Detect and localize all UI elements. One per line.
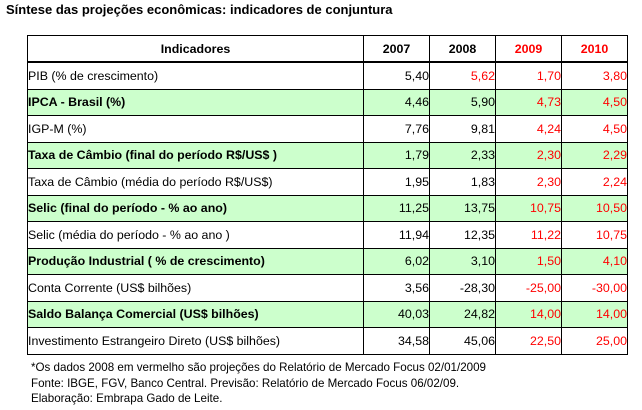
value-2007: 7,76 — [363, 115, 430, 143]
indicator-label: Selic (média do período - % ao ano ) — [27, 221, 364, 249]
note-source: Fonte: IBGE, FGV, Banco Central. Previsã… — [31, 376, 460, 390]
value-2010: 14,00 — [561, 300, 628, 328]
indicator-label: PIB (% de crescimento) — [27, 61, 364, 90]
value-2009: 2,30 — [495, 168, 562, 196]
indicator-label: IPCA - Brasil (%) — [27, 88, 364, 116]
value-2008: 5,90 — [429, 88, 496, 116]
value-2008: 13,75 — [429, 194, 496, 222]
indicator-label: Produção Industrial ( % de crescimento) — [27, 247, 364, 275]
value-2009: 4,73 — [495, 88, 562, 116]
table-row: Taxa de Câmbio (média do período R$/US$)… — [27, 168, 628, 196]
table-row: Produção Industrial ( % de crescimento) 6… — [27, 247, 628, 275]
value-2009: 11,22 — [495, 221, 562, 249]
value-2010: 10,75 — [561, 221, 628, 249]
value-2008: 2,33 — [429, 141, 496, 169]
table-row: Investimento Estrangeiro Direto (US$ bil… — [27, 327, 628, 355]
table-row: Selic (final do período - % ao ano) 11,25… — [27, 194, 628, 222]
value-2008: 9,81 — [429, 115, 496, 143]
header-2007: 2007 — [363, 35, 430, 63]
value-2007: 11,94 — [363, 221, 430, 249]
value-2009: 4,24 — [495, 115, 562, 143]
table-row: PIB (% de crescimento) 5,40 5,62 1,70 3,80 — [27, 61, 628, 90]
header-2010: 2010 — [561, 35, 628, 63]
indicator-label: Saldo Balança Comercial (US$ bilhões) — [27, 300, 364, 328]
value-2009: 2,30 — [495, 141, 562, 169]
indicators-table: Indicadores 2007 2008 2009 2010 PIB (% d… — [27, 35, 628, 355]
note-projection: *Os dados 2008 em vermelho são projeções… — [31, 361, 487, 374]
indicator-label: Investimento Estrangeiro Direto (US$ bil… — [27, 327, 364, 355]
value-2009: 1,70 — [495, 61, 562, 90]
table-row: Selic (média do período - % ao ano ) 11,9… — [27, 221, 628, 249]
value-2007: 1,95 — [363, 168, 430, 196]
value-2007: 5,40 — [363, 61, 430, 90]
value-2007: 6,02 — [363, 247, 430, 275]
value-2009: -25,00 — [495, 274, 562, 302]
table-row: Conta Corrente (US$ bilhões) 3,56 -28,30 -2… — [27, 274, 628, 302]
value-2008: 3,10 — [429, 247, 496, 275]
value-2010: 25,00 — [561, 327, 628, 355]
indicator-label: Taxa de Câmbio (final do período R$/US$ … — [27, 141, 364, 169]
value-2008: 5,62 — [429, 61, 496, 90]
value-2010: 2,29 — [561, 141, 628, 169]
value-2010: 10,50 — [561, 194, 628, 222]
value-2007: 4,46 — [363, 88, 430, 116]
indicator-label: Taxa de Câmbio (média do período R$/US$) — [27, 168, 364, 196]
value-2008: 12,35 — [429, 221, 496, 249]
value-2010: 4,50 — [561, 88, 628, 116]
footnotes: *Os dados 2008 em vermelho são projeções… — [31, 360, 486, 407]
header-2009: 2009 — [495, 35, 562, 63]
table-row: IGP-M (%) 7,76 9,81 4,24 4,50 — [27, 115, 628, 143]
value-2007: 1,79 — [363, 141, 430, 169]
note-elaboration: Elaboração: Embrapa Gado de Leite. — [31, 392, 223, 405]
table-row: Taxa de Câmbio (final do período R$/US$ … — [27, 141, 628, 169]
value-2008: 24,82 — [429, 300, 496, 328]
table-row: IPCA - Brasil (%) 4,46 5,90 4,73 4,50 — [27, 88, 628, 116]
value-2009: 14,00 — [495, 300, 562, 328]
value-2007: 3,56 — [363, 274, 430, 302]
value-2007: 11,25 — [363, 194, 430, 222]
value-2010: 2,24 — [561, 168, 628, 196]
header-indicadores: Indicadores — [27, 35, 364, 63]
value-2009: 1,50 — [495, 247, 562, 275]
value-2010: 4,10 — [561, 247, 628, 275]
value-2008: 1,83 — [429, 168, 496, 196]
page-title: Síntese das projeções econômicas: indica… — [6, 2, 393, 17]
value-2009: 22,50 — [495, 327, 562, 355]
value-2010: -30,00 — [561, 274, 628, 302]
value-2010: 3,80 — [561, 61, 628, 90]
table-row: Saldo Balança Comercial (US$ bilhões) 40,… — [27, 300, 628, 328]
value-2009: 10,75 — [495, 194, 562, 222]
value-2007: 34,58 — [363, 327, 430, 355]
table-header-row: Indicadores 2007 2008 2009 2010 — [27, 35, 628, 63]
value-2008: 45,06 — [429, 327, 496, 355]
header-2008: 2008 — [429, 35, 496, 63]
value-2008: -28,30 — [429, 274, 496, 302]
indicator-label: Selic (final do período - % ao ano) — [27, 194, 364, 222]
indicator-label: Conta Corrente (US$ bilhões) — [27, 274, 364, 302]
value-2010: 4,50 — [561, 115, 628, 143]
value-2007: 40,03 — [363, 300, 430, 328]
indicator-label: IGP-M (%) — [27, 115, 364, 143]
